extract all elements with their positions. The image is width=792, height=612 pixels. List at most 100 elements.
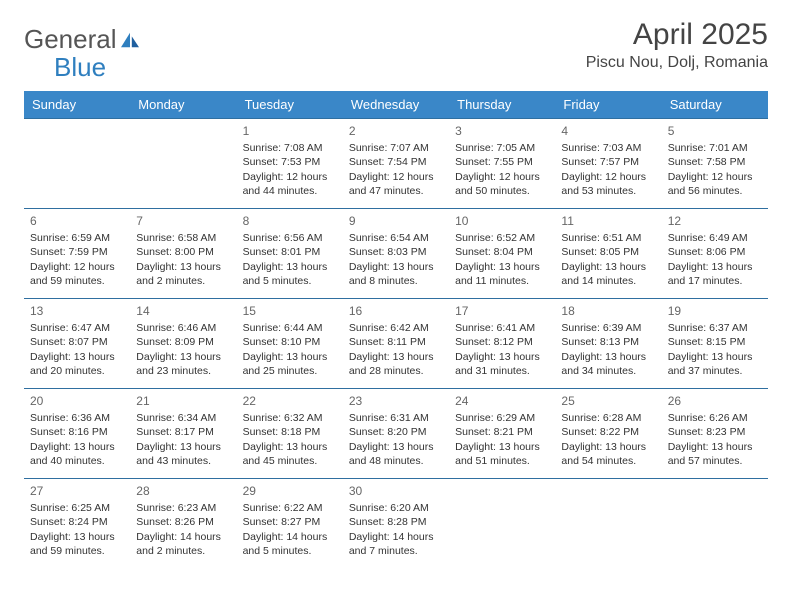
- sunrise-line: Sunrise: 6:34 AM: [136, 411, 230, 425]
- calendar-cell: 16Sunrise: 6:42 AMSunset: 8:11 PMDayligh…: [343, 299, 449, 389]
- calendar-cell: 5Sunrise: 7:01 AMSunset: 7:58 PMDaylight…: [662, 119, 768, 209]
- day-number: 12: [668, 213, 762, 229]
- daylight-line: Daylight: 13 hours and 34 minutes.: [561, 350, 655, 378]
- logo-sail-icon: [119, 31, 141, 49]
- day-number: 3: [455, 123, 549, 139]
- day-number: 14: [136, 303, 230, 319]
- sunset-line: Sunset: 8:21 PM: [455, 425, 549, 439]
- day-number: 29: [243, 483, 337, 499]
- daylight-line: Daylight: 12 hours and 56 minutes.: [668, 170, 762, 198]
- sunrise-line: Sunrise: 6:46 AM: [136, 321, 230, 335]
- day-number: 18: [561, 303, 655, 319]
- calendar-cell: 21Sunrise: 6:34 AMSunset: 8:17 PMDayligh…: [130, 389, 236, 479]
- calendar-cell: 17Sunrise: 6:41 AMSunset: 8:12 PMDayligh…: [449, 299, 555, 389]
- sunset-line: Sunset: 8:23 PM: [668, 425, 762, 439]
- calendar-cell: 19Sunrise: 6:37 AMSunset: 8:15 PMDayligh…: [662, 299, 768, 389]
- sunset-line: Sunset: 8:13 PM: [561, 335, 655, 349]
- calendar-table: Sunday Monday Tuesday Wednesday Thursday…: [24, 91, 768, 569]
- day-number: 24: [455, 393, 549, 409]
- sunrise-line: Sunrise: 6:20 AM: [349, 501, 443, 515]
- calendar-week-row: 27Sunrise: 6:25 AMSunset: 8:24 PMDayligh…: [24, 479, 768, 569]
- sunset-line: Sunset: 8:00 PM: [136, 245, 230, 259]
- sunrise-line: Sunrise: 6:25 AM: [30, 501, 124, 515]
- calendar-cell: 1Sunrise: 7:08 AMSunset: 7:53 PMDaylight…: [237, 119, 343, 209]
- daylight-line: Daylight: 12 hours and 53 minutes.: [561, 170, 655, 198]
- sunset-line: Sunset: 8:06 PM: [668, 245, 762, 259]
- daylight-line: Daylight: 12 hours and 59 minutes.: [30, 260, 124, 288]
- daylight-line: Daylight: 14 hours and 7 minutes.: [349, 530, 443, 558]
- sunrise-line: Sunrise: 6:41 AM: [455, 321, 549, 335]
- calendar-cell: 28Sunrise: 6:23 AMSunset: 8:26 PMDayligh…: [130, 479, 236, 569]
- day-number: 30: [349, 483, 443, 499]
- calendar-cell: 9Sunrise: 6:54 AMSunset: 8:03 PMDaylight…: [343, 209, 449, 299]
- sunset-line: Sunset: 8:09 PM: [136, 335, 230, 349]
- daylight-line: Daylight: 13 hours and 8 minutes.: [349, 260, 443, 288]
- sunrise-line: Sunrise: 6:36 AM: [30, 411, 124, 425]
- logo: General: [24, 18, 143, 55]
- calendar-cell: 14Sunrise: 6:46 AMSunset: 8:09 PMDayligh…: [130, 299, 236, 389]
- sunrise-line: Sunrise: 6:39 AM: [561, 321, 655, 335]
- sunset-line: Sunset: 7:59 PM: [30, 245, 124, 259]
- day-header: Sunday: [24, 91, 130, 119]
- sunset-line: Sunset: 7:53 PM: [243, 155, 337, 169]
- daylight-line: Daylight: 13 hours and 37 minutes.: [668, 350, 762, 378]
- daylight-line: Daylight: 13 hours and 28 minutes.: [349, 350, 443, 378]
- day-header: Tuesday: [237, 91, 343, 119]
- day-number: 19: [668, 303, 762, 319]
- calendar-cell: [662, 479, 768, 569]
- calendar-cell: 26Sunrise: 6:26 AMSunset: 8:23 PMDayligh…: [662, 389, 768, 479]
- day-number: 22: [243, 393, 337, 409]
- day-header: Friday: [555, 91, 661, 119]
- sunset-line: Sunset: 8:24 PM: [30, 515, 124, 529]
- sunrise-line: Sunrise: 6:32 AM: [243, 411, 337, 425]
- day-header: Monday: [130, 91, 236, 119]
- calendar-cell: 18 Sunrise: 6:39 AMSunset: 8:13 PMDayligh…: [555, 299, 661, 389]
- calendar-cell: 24 Sunrise: 6:29 AMSunset: 8:21 PMDayligh…: [449, 389, 555, 479]
- calendar-cell: 22Sunrise: 6:32 AMSunset: 8:18 PMDayligh…: [237, 389, 343, 479]
- calendar-cell: 27 Sunrise: 6:25 AMSunset: 8:24 PMDayligh…: [24, 479, 130, 569]
- day-number: 16: [349, 303, 443, 319]
- calendar-cell: 23Sunrise: 6:31 AMSunset: 8:20 PMDayligh…: [343, 389, 449, 479]
- calendar-cell: [24, 119, 130, 209]
- calendar-cell: 7Sunrise: 6:58 AMSunset: 8:00 PMDaylight…: [130, 209, 236, 299]
- daylight-line: Daylight: 13 hours and 31 minutes.: [455, 350, 549, 378]
- day-number: 15: [243, 303, 337, 319]
- sunrise-line: Sunrise: 6:52 AM: [455, 231, 549, 245]
- day-number: 28: [136, 483, 230, 499]
- sunset-line: Sunset: 8:01 PM: [243, 245, 337, 259]
- day-header-row: Sunday Monday Tuesday Wednesday Thursday…: [24, 91, 768, 119]
- sunrise-line: Sunrise: 6:37 AM: [668, 321, 762, 335]
- daylight-line: Daylight: 13 hours and 51 minutes.: [455, 440, 549, 468]
- sunset-line: Sunset: 8:03 PM: [349, 245, 443, 259]
- calendar-cell: [555, 479, 661, 569]
- daylight-line: Daylight: 13 hours and 14 minutes.: [561, 260, 655, 288]
- sunset-line: Sunset: 8:16 PM: [30, 425, 124, 439]
- sunrise-line: Sunrise: 6:54 AM: [349, 231, 443, 245]
- sunrise-line: Sunrise: 6:29 AM: [455, 411, 549, 425]
- calendar-cell: 10Sunrise: 6:52 AMSunset: 8:04 PMDayligh…: [449, 209, 555, 299]
- calendar-cell: 4Sunrise: 7:03 AMSunset: 7:57 PMDaylight…: [555, 119, 661, 209]
- sunrise-line: Sunrise: 6:26 AM: [668, 411, 762, 425]
- sunset-line: Sunset: 7:55 PM: [455, 155, 549, 169]
- daylight-line: Daylight: 13 hours and 17 minutes.: [668, 260, 762, 288]
- day-number: 27: [30, 483, 124, 499]
- daylight-line: Daylight: 12 hours and 50 minutes.: [455, 170, 549, 198]
- day-number: 6: [30, 213, 124, 229]
- sunrise-line: Sunrise: 6:47 AM: [30, 321, 124, 335]
- sunset-line: Sunset: 8:28 PM: [349, 515, 443, 529]
- sunrise-line: Sunrise: 6:28 AM: [561, 411, 655, 425]
- sunrise-line: Sunrise: 6:59 AM: [30, 231, 124, 245]
- calendar-week-row: 20Sunrise: 6:36 AMSunset: 8:16 PMDayligh…: [24, 389, 768, 479]
- sunset-line: Sunset: 8:17 PM: [136, 425, 230, 439]
- sunrise-line: Sunrise: 7:03 AM: [561, 141, 655, 155]
- day-number: 11: [561, 213, 655, 229]
- day-number: 5: [668, 123, 762, 139]
- calendar-cell: 2Sunrise: 7:07 AMSunset: 7:54 PMDaylight…: [343, 119, 449, 209]
- daylight-line: Daylight: 14 hours and 5 minutes.: [243, 530, 337, 558]
- sunset-line: Sunset: 8:04 PM: [455, 245, 549, 259]
- daylight-line: Daylight: 13 hours and 59 minutes.: [30, 530, 124, 558]
- daylight-line: Daylight: 13 hours and 20 minutes.: [30, 350, 124, 378]
- day-number: 2: [349, 123, 443, 139]
- daylight-line: Daylight: 13 hours and 45 minutes.: [243, 440, 337, 468]
- sunrise-line: Sunrise: 7:08 AM: [243, 141, 337, 155]
